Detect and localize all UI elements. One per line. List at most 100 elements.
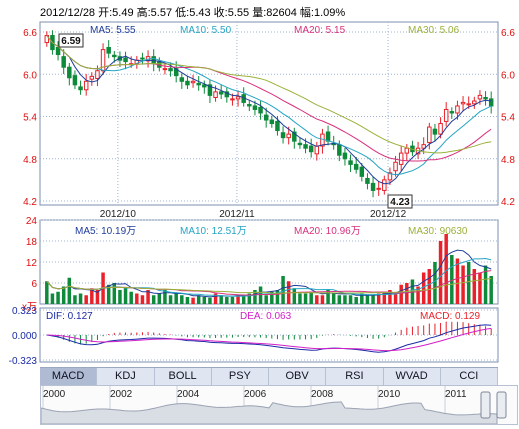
volume-bar <box>298 293 302 304</box>
candle-body <box>106 46 111 54</box>
volume-bar <box>90 288 94 304</box>
volume-bar <box>450 255 454 304</box>
volume-legend-ma20: MA20: 10.96万 <box>294 226 361 237</box>
candle-body <box>370 182 376 191</box>
candle-body <box>342 152 348 160</box>
volume-bar <box>56 291 60 304</box>
candle-body <box>168 68 173 72</box>
volume-bar <box>168 295 173 304</box>
year-label: 2004 <box>177 389 200 400</box>
candle-body <box>297 142 303 146</box>
volume-bar <box>180 295 184 304</box>
volume-bar <box>433 262 437 304</box>
volume-bar <box>123 288 128 304</box>
candle-body <box>213 91 218 98</box>
candle-body <box>185 80 190 86</box>
quote-header: 2012/12/28 开:5.49 高:5.57 低:5.43 收:5.55 量… <box>40 7 346 19</box>
candle-body <box>263 114 269 121</box>
date-tick: 2012/10 <box>100 209 137 220</box>
year-label: 2006 <box>244 389 267 400</box>
volume-bar <box>151 295 156 304</box>
volume-bar <box>331 293 336 304</box>
macd-tick: 0.323 <box>12 306 37 317</box>
year-label: 2008 <box>311 389 334 400</box>
volume-bar <box>61 286 66 304</box>
volume-bar <box>489 276 493 304</box>
history-silhouette <box>40 401 498 425</box>
candle-body <box>308 145 314 153</box>
volume-bar <box>393 293 398 304</box>
volume-bar <box>174 293 178 304</box>
range-handle-left[interactable] <box>480 391 491 419</box>
candle-body <box>477 94 483 100</box>
tab-boll[interactable]: BOLL <box>155 368 212 385</box>
price-tick-left: 5.4 <box>23 113 37 124</box>
year-label: 2000 <box>43 389 66 400</box>
price-tick-right: 6.0 <box>501 70 515 81</box>
candle-body <box>252 105 258 110</box>
volume-bar <box>275 290 280 304</box>
volume-bar <box>241 295 246 304</box>
volume-bar <box>326 290 330 304</box>
candle-body <box>286 133 291 139</box>
candle-body <box>67 66 72 79</box>
candle-body <box>359 166 365 177</box>
volume-tick: 6 <box>31 279 37 290</box>
tab-macd[interactable]: MACD <box>40 368 98 385</box>
candle-body <box>460 101 466 105</box>
volume-bar <box>455 258 460 304</box>
candle-body <box>123 57 128 63</box>
tab-kdj[interactable]: KDJ <box>97 368 155 385</box>
volume-bar <box>309 291 313 304</box>
volume-tick: 12 <box>26 258 38 269</box>
tab-cci[interactable]: CCI <box>441 368 498 385</box>
panel-frame <box>39 21 499 206</box>
candle-body <box>202 84 207 88</box>
dea-line <box>46 327 492 352</box>
tab-obv[interactable]: OBV <box>269 368 327 385</box>
volume-bar <box>382 291 387 304</box>
volume-bar <box>303 293 308 304</box>
price-tick-left: 6.0 <box>23 70 37 81</box>
volume-bar <box>371 295 375 304</box>
tab-wvad[interactable]: WVAD <box>384 368 441 385</box>
volume-bar <box>292 288 297 304</box>
max-price-label: 6.59 <box>61 36 81 47</box>
candle-body <box>275 120 280 132</box>
volume-bar <box>219 295 223 304</box>
volume-bar <box>270 291 274 304</box>
volume-bar <box>320 295 325 304</box>
volume-bar <box>472 269 477 304</box>
candle-body <box>376 187 381 190</box>
tab-psy[interactable]: PSY <box>212 368 269 385</box>
volume-bar <box>140 295 145 304</box>
candle-body <box>393 161 398 172</box>
volume-bar <box>421 272 426 304</box>
price-tick-right: 6.6 <box>501 28 515 39</box>
ma-legend-ma10: MA10: 5.50 <box>180 25 232 36</box>
candle-body <box>466 103 471 106</box>
candle-body <box>427 126 432 144</box>
candle-body <box>269 119 275 125</box>
volume-bar <box>399 284 403 304</box>
tab-rsi[interactable]: RSI <box>326 368 384 385</box>
min-price-label: 4.23 <box>390 197 410 208</box>
volume-ma5-line <box>46 249 492 298</box>
timeline-navigator[interactable]: 2000 2002 2004 2006 2008 2010 2011 <box>40 385 518 425</box>
volume-bar <box>354 297 358 304</box>
candle-body <box>140 57 145 60</box>
price-tick-right: 4.2 <box>501 197 515 208</box>
candle-body <box>438 123 443 135</box>
candle-body <box>95 70 100 79</box>
volume-bar <box>416 286 420 304</box>
volume-bar <box>45 281 49 304</box>
volume-legend-ma30: MA30: 90630 <box>408 226 468 237</box>
volume-bar <box>135 293 139 304</box>
volume-bar <box>247 293 252 304</box>
range-handle-right[interactable] <box>496 391 507 419</box>
candle-body <box>78 86 83 91</box>
candle-body <box>472 100 477 105</box>
candle-body <box>235 96 241 100</box>
candle-body <box>207 84 213 96</box>
